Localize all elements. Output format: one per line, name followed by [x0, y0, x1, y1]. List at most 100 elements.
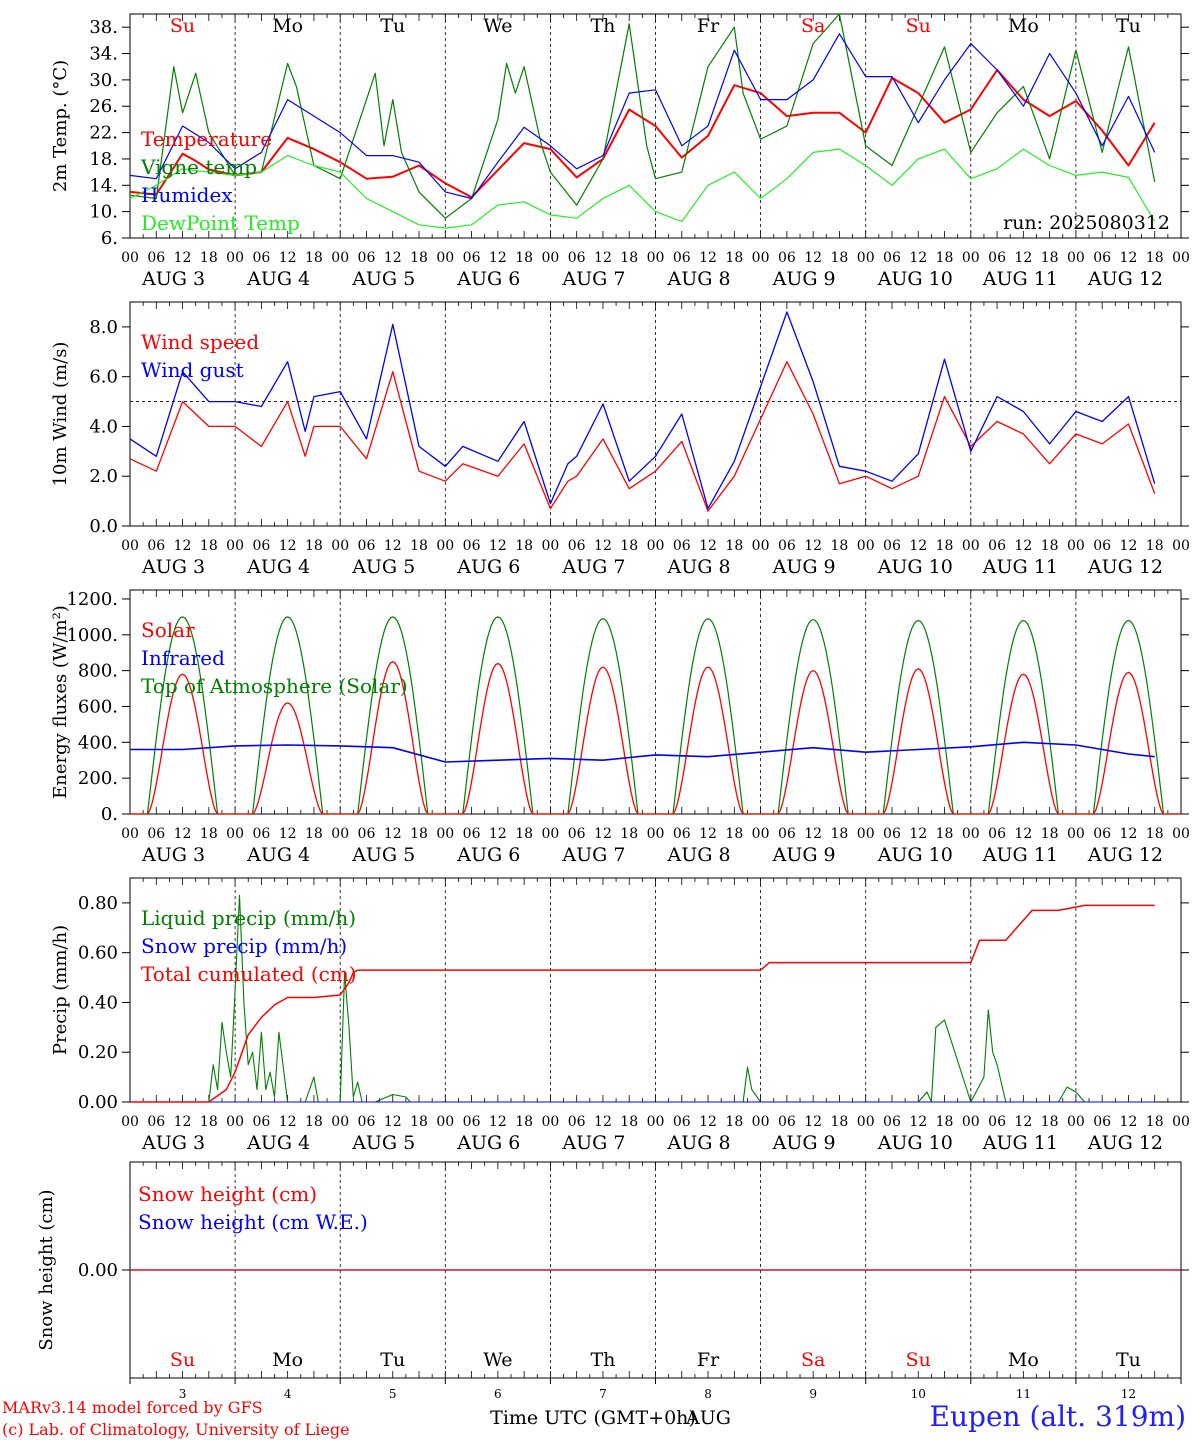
- x-hour-label: 18: [936, 1114, 954, 1130]
- x-hour-label: 18: [1146, 826, 1164, 842]
- x-date-label: AUG 10: [877, 268, 953, 290]
- x-hour-label: 06: [147, 538, 165, 554]
- lab-credit-text: (c) Lab. of Climatology, University of L…: [2, 1420, 350, 1439]
- x-hour-label: 00: [962, 250, 980, 266]
- x-hour-label: 06: [988, 538, 1006, 554]
- legend-entry-vigne-temp: Vigne temp: [140, 155, 257, 179]
- x-hour-label: 06: [463, 250, 481, 266]
- x-hour-label: 12: [1120, 826, 1138, 842]
- x-hour-label: 18: [305, 1114, 323, 1130]
- x-date-label: AUG 7: [561, 844, 625, 866]
- x-hour-label: 06: [778, 1114, 796, 1130]
- x-hour-label: 06: [988, 1114, 1006, 1130]
- station-name: Eupen (alt. 319m): [929, 1400, 1186, 1433]
- y-axis-label-2: 10m Wind (m/s): [50, 342, 71, 487]
- x-hour-label: 06: [673, 538, 691, 554]
- x-hour-label: 00: [857, 538, 875, 554]
- bottom-day-number-label: 6: [494, 1387, 502, 1401]
- x-date-label: AUG 5: [351, 844, 415, 866]
- x-hour-label: 06: [147, 826, 165, 842]
- x-hour-label: 00: [541, 1114, 559, 1130]
- series-line-liquid-precip-mm-h: [130, 894, 1155, 1103]
- day-name-label: Tu: [380, 15, 405, 37]
- x-hour-label: 12: [699, 1114, 717, 1130]
- y-tick-label: 0.80: [78, 893, 118, 914]
- x-hour-label: 00: [226, 250, 244, 266]
- x-hour-label: 18: [1041, 250, 1059, 266]
- x-hour-label: 06: [1093, 826, 1111, 842]
- x-date-label: AUG 6: [456, 556, 520, 578]
- legend-entry-wind-gust: Wind gust: [141, 358, 244, 382]
- x-hour-label: 12: [909, 826, 927, 842]
- x-hour-label: 00: [1172, 826, 1190, 842]
- x-axis-month-label: AUG: [685, 1407, 731, 1429]
- x-hour-label: 00: [541, 538, 559, 554]
- x-hour-label: 18: [831, 1114, 849, 1130]
- x-hour-label: 06: [463, 826, 481, 842]
- bottom-day-name-label: Th: [590, 1349, 615, 1371]
- x-hour-label: 06: [778, 250, 796, 266]
- x-hour-label: 18: [725, 1114, 743, 1130]
- x-date-label: AUG 10: [877, 844, 953, 866]
- x-hour-label: 12: [489, 826, 507, 842]
- bottom-day-number-label: 12: [1121, 1387, 1136, 1401]
- x-hour-label: 18: [1041, 1114, 1059, 1130]
- x-hour-label: 12: [804, 826, 822, 842]
- x-hour-label: 12: [804, 538, 822, 554]
- x-date-label: AUG 7: [561, 268, 625, 290]
- x-hour-label: 18: [200, 1114, 218, 1130]
- x-hour-label: 06: [1093, 250, 1111, 266]
- y-tick-label: 0.0: [89, 516, 118, 537]
- x-hour-label: 12: [384, 250, 402, 266]
- x-date-label: AUG 6: [456, 844, 520, 866]
- bottom-day-name-label: Sa: [801, 1349, 825, 1371]
- x-hour-label: 18: [1146, 250, 1164, 266]
- y-tick-label: 0.00: [78, 1260, 118, 1281]
- x-hour-label: 12: [489, 1114, 507, 1130]
- x-axis-label: Time UTC (GMT+0h): [490, 1407, 696, 1429]
- legend-entry-humidex: Humidex: [141, 183, 233, 207]
- bottom-day-number-label: 5: [389, 1387, 397, 1401]
- y-tick-label: 1200.: [66, 589, 118, 610]
- x-hour-label: 18: [515, 250, 533, 266]
- x-hour-label: 00: [331, 250, 349, 266]
- bottom-day-name-label: Fr: [697, 1349, 720, 1371]
- x-hour-label: 00: [331, 538, 349, 554]
- x-hour-label: 00: [541, 250, 559, 266]
- bottom-day-name-label: Mo: [272, 1349, 303, 1371]
- y-tick-label: 6.: [101, 228, 118, 249]
- x-hour-label: 00: [752, 538, 770, 554]
- x-date-label: AUG 5: [351, 1132, 415, 1154]
- day-name-label: We: [483, 15, 512, 37]
- bottom-day-name-label: Su: [906, 1349, 931, 1371]
- x-hour-label: 06: [988, 250, 1006, 266]
- x-hour-label: 18: [1041, 538, 1059, 554]
- x-hour-label: 12: [489, 250, 507, 266]
- x-hour-label: 12: [594, 250, 612, 266]
- x-hour-label: 06: [568, 538, 586, 554]
- x-hour-label: 12: [1120, 250, 1138, 266]
- day-name-label: Mo: [1008, 15, 1039, 37]
- x-hour-label: 00: [1067, 538, 1085, 554]
- x-hour-label: 06: [463, 1114, 481, 1130]
- legend-entry-liquid-precip-mm-h-: Liquid precip (mm/h): [141, 906, 356, 930]
- x-date-label: AUG 11: [982, 556, 1058, 578]
- x-date-label: AUG 8: [667, 844, 731, 866]
- x-hour-label: 18: [831, 538, 849, 554]
- bottom-day-name-label: Mo: [1008, 1349, 1039, 1371]
- x-hour-label: 00: [962, 826, 980, 842]
- x-hour-label: 12: [594, 1114, 612, 1130]
- x-hour-label: 00: [647, 1114, 665, 1130]
- x-hour-label: 06: [252, 1114, 270, 1130]
- x-hour-label: 00: [962, 538, 980, 554]
- legend-entry-solar: Solar: [141, 618, 195, 642]
- x-hour-label: 12: [699, 538, 717, 554]
- x-hour-label: 00: [226, 1114, 244, 1130]
- x-hour-label: 00: [857, 250, 875, 266]
- x-hour-label: 00: [436, 1114, 454, 1130]
- legend-entry-dewpoint-temp: DewPoint Temp: [141, 211, 300, 235]
- x-date-label: AUG 9: [772, 1132, 836, 1154]
- x-date-label: AUG 6: [456, 1132, 520, 1154]
- legend-entry-wind-speed: Wind speed: [141, 330, 259, 354]
- y-tick-label: 38.: [89, 17, 118, 38]
